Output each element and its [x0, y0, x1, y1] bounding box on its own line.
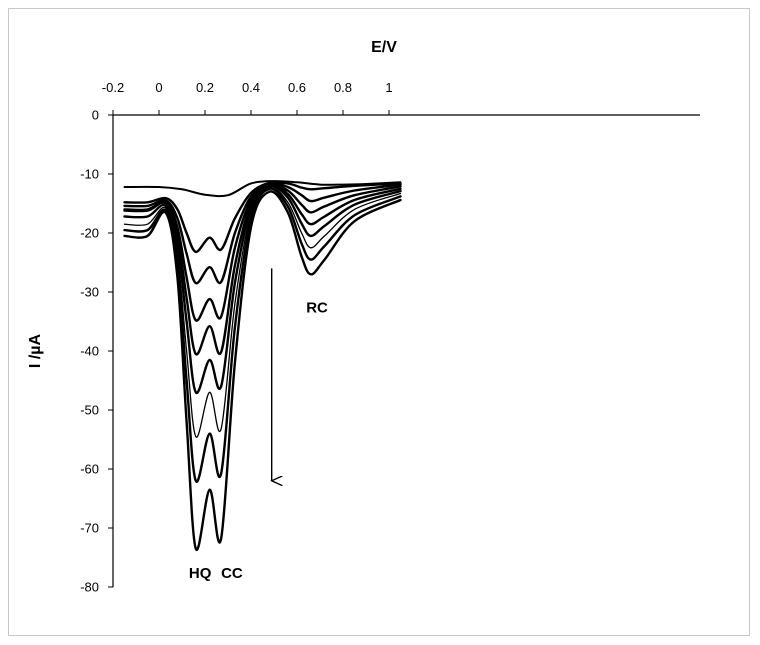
y-axis-title: I /µA [27, 334, 44, 369]
y-tick-label: -40 [80, 344, 99, 359]
x-axis: -0.2 0 0.2 0.4 0.6 0.8 1 [102, 80, 700, 115]
peak-label-cc: CC [221, 565, 243, 582]
y-tick-label: 0 [92, 108, 99, 123]
peak-label-rc: RC [306, 300, 328, 317]
x-tick-label: 0.6 [288, 80, 306, 95]
x-axis-title: E/V [371, 39, 397, 56]
series-line-9 [125, 191, 401, 550]
x-tick-label: -0.2 [102, 80, 124, 95]
y-tick-label: -30 [80, 285, 99, 300]
annotation-layer: HQ CC RC [189, 268, 328, 582]
y-tick-label: -60 [80, 462, 99, 477]
x-tick-label: 0.4 [242, 80, 260, 95]
y-tick-label: -10 [80, 167, 99, 182]
series-line-7 [125, 187, 401, 437]
series-line-6 [125, 186, 401, 394]
y-tick-label: -50 [80, 403, 99, 418]
peak-label-hq: HQ [189, 565, 212, 582]
x-tick-label: 0 [155, 80, 162, 95]
x-tick-label: 1 [385, 80, 392, 95]
x-tick-label: 0.8 [334, 80, 352, 95]
y-tick-label: -20 [80, 226, 99, 241]
x-tick-label: 0.2 [196, 80, 214, 95]
series-layer [125, 181, 401, 550]
y-axis: 0 -10 -20 -30 -40 -50 -60 -70 -80 [80, 108, 113, 595]
y-tick-label: -80 [80, 580, 99, 595]
series-line-8 [125, 189, 401, 482]
y-tick-label: -70 [80, 521, 99, 536]
